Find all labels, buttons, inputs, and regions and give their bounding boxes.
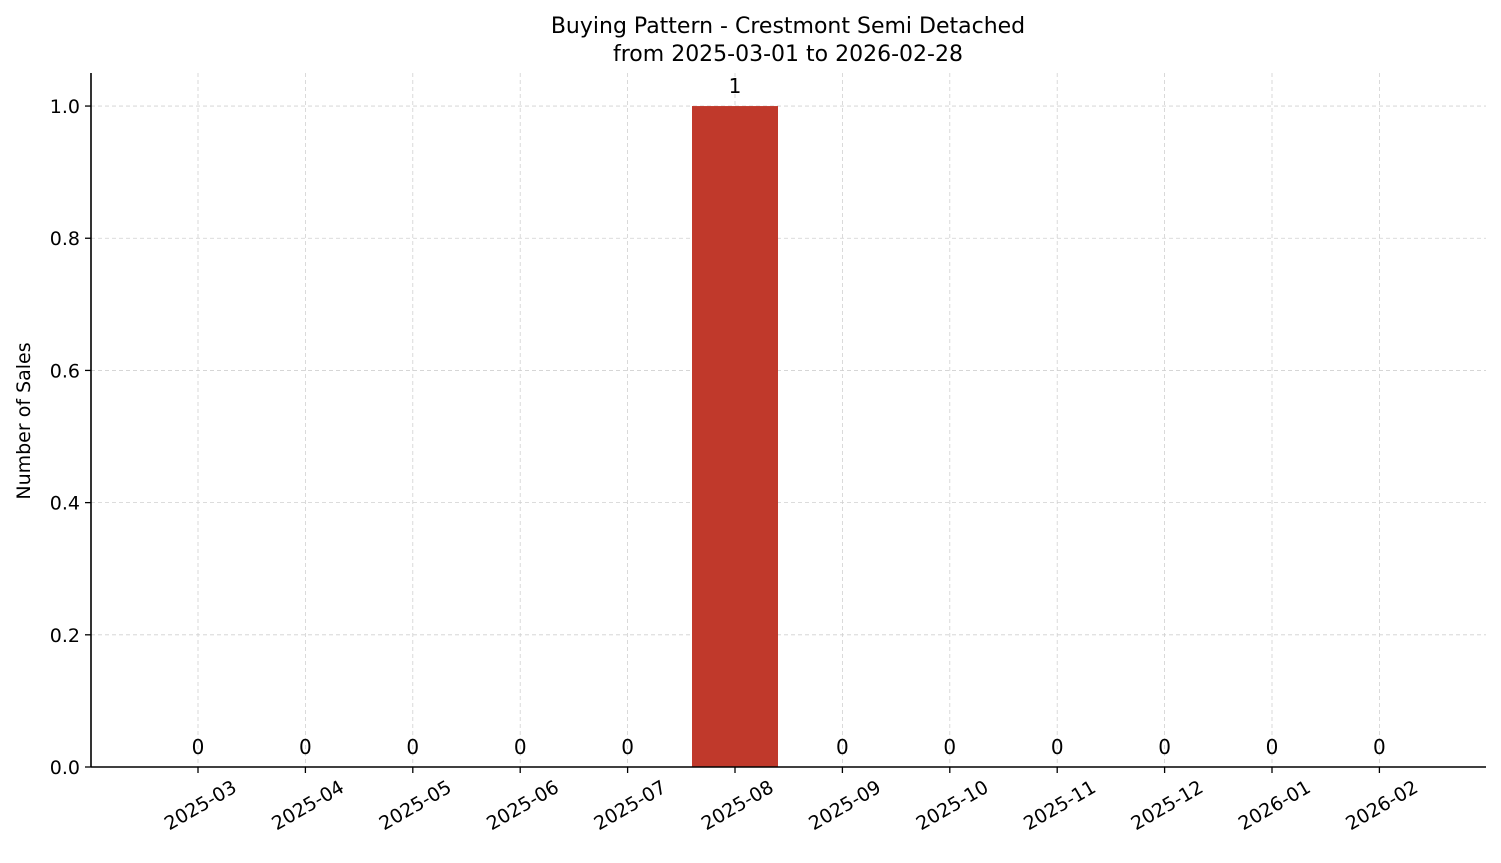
y-tick-label: 0.2: [50, 625, 80, 647]
bar-value-label: 0: [406, 735, 419, 759]
bar-value-label: 0: [1051, 735, 1064, 759]
x-tick-label: 2025-05: [376, 776, 456, 835]
x-tick-label: 2025-08: [698, 776, 778, 835]
bar-value-label: 0: [836, 735, 849, 759]
x-tick-label: 2025-07: [590, 776, 670, 835]
x-tick-label: 2025-11: [1020, 776, 1100, 835]
y-tick-label: 0.4: [50, 493, 80, 515]
x-tick-label: 2026-01: [1235, 776, 1315, 835]
y-tick-label: 0.0: [50, 757, 80, 779]
axes: [90, 73, 1486, 768]
x-tick-label: 2025-03: [161, 776, 241, 835]
x-tick-label: 2025-04: [268, 776, 348, 835]
bar-value-label: 0: [192, 735, 205, 759]
bar-value-label: 0: [1158, 735, 1171, 759]
y-tick-label: 1.0: [50, 96, 80, 118]
y-axis-label: Number of Sales: [13, 342, 35, 499]
y-tick-label: 0.6: [50, 360, 80, 382]
bar-value-label: 1: [729, 74, 742, 98]
bars: [692, 106, 778, 768]
x-ticks: 2025-03 2025-04 2025-05 2025-06 2025-07 2025-…: [161, 767, 1422, 835]
bar-value-label: 0: [621, 735, 634, 759]
bar-value-label: 0: [1373, 735, 1386, 759]
x-tick-label: 2025-10: [913, 776, 993, 835]
chart-subtitle: from 2025-03-01 to 2026-02-28: [613, 42, 963, 67]
bar: [692, 106, 778, 768]
y-tick-label: 0.8: [50, 228, 80, 250]
bar-value-label: 0: [299, 735, 312, 759]
x-tick-label: 2025-12: [1127, 776, 1207, 835]
data-labels: 0 0 0 0 0 1 0 0 0 0 0 0: [192, 74, 1386, 759]
bar-value-label: 0: [1266, 735, 1279, 759]
y-ticks: 0.0 0.2 0.4 0.6 0.8 1.0: [50, 96, 91, 779]
bar-value-label: 0: [943, 735, 956, 759]
x-tick-label: 2025-09: [805, 776, 885, 835]
x-tick-label: 2026-02: [1342, 776, 1422, 835]
x-tick-label: 2025-06: [483, 776, 563, 835]
chart-title: Buying Pattern - Crestmont Semi Detached: [551, 14, 1025, 39]
bar-value-label: 0: [514, 735, 527, 759]
grid: [91, 73, 1486, 767]
